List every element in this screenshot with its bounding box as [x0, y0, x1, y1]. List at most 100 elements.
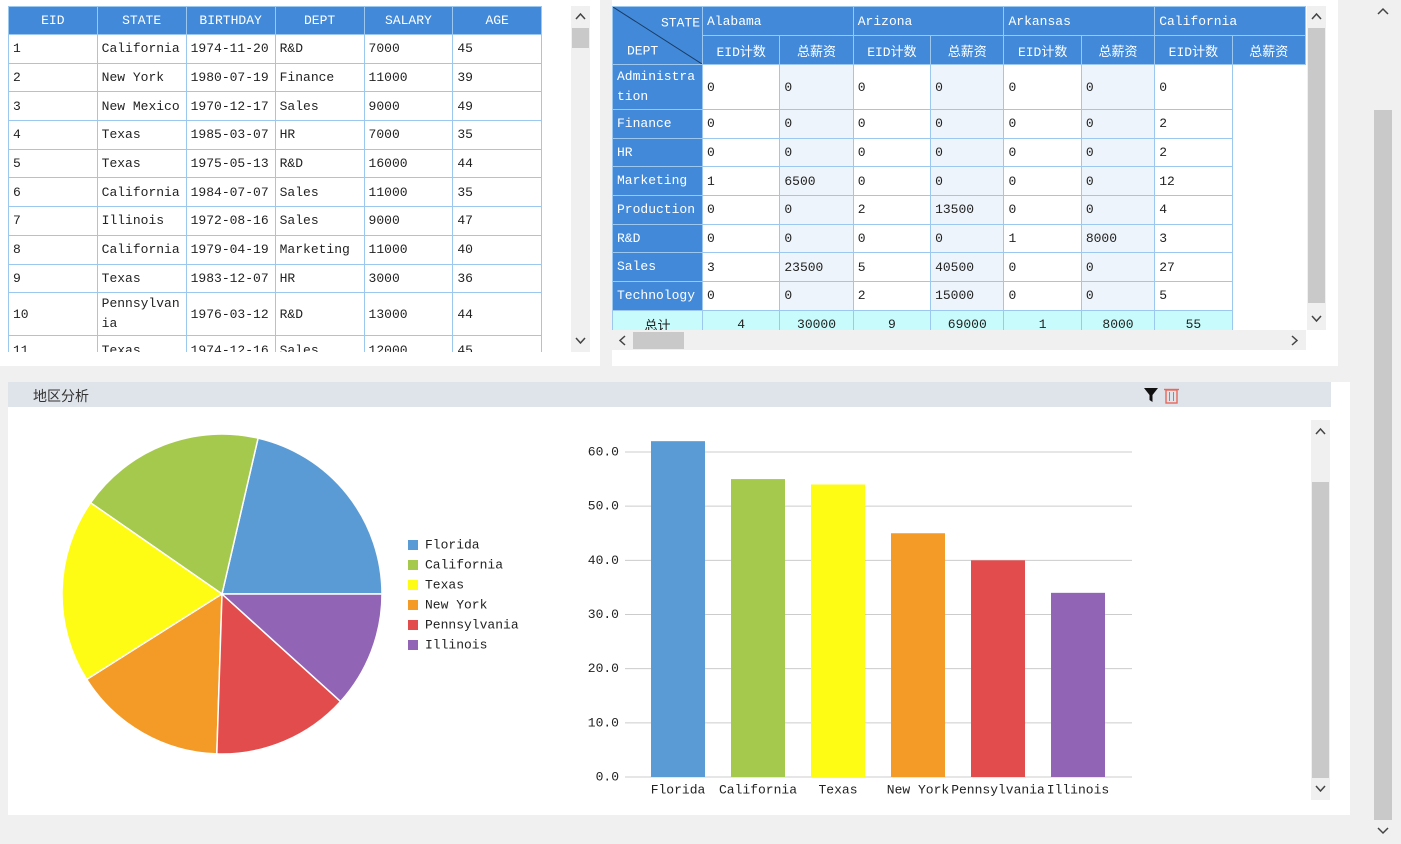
- measure-header: 总薪资: [1080, 35, 1156, 65]
- scrollbar[interactable]: [571, 6, 590, 352]
- scroll-thumb[interactable]: [633, 332, 684, 349]
- cell: 11000: [363, 62, 454, 93]
- cell: 13000: [363, 292, 454, 337]
- cell: 7: [8, 206, 98, 236]
- column-header: SALARY: [363, 6, 454, 35]
- cell: R&D: [274, 292, 365, 337]
- pivot-cell: 3: [1154, 223, 1233, 254]
- table-row: 3 New Mexico 1970-12-17 Sales 9000 49: [8, 91, 542, 122]
- cell: 8: [8, 234, 98, 265]
- corner-top: STATE: [661, 15, 700, 30]
- measure-row: EID计数 总薪资 EID计数 总薪资 EID计数 总薪资 EID计数 总薪资: [613, 35, 1306, 65]
- pivot-cell: 0: [1003, 64, 1082, 110]
- pivot-cell: 0: [930, 137, 1005, 168]
- state-header: Alabama: [702, 6, 854, 36]
- state-row: STATE DEPT Alabama Arizona Arkansas Californi…: [612, 6, 1306, 65]
- pivot-cell: 0: [701, 64, 781, 110]
- cell: 1985-03-07: [185, 120, 276, 150]
- pivot-cell: 5: [852, 252, 932, 283]
- cell: New Mexico: [96, 91, 187, 122]
- cell: 1972-08-16: [185, 206, 276, 236]
- scroll-thumb[interactable]: [1312, 482, 1329, 778]
- column-header: DEPT: [274, 6, 365, 35]
- pivot-cell: 0: [930, 109, 1005, 139]
- cell: 1974-11-20: [185, 34, 276, 64]
- cell: New York: [96, 62, 187, 93]
- cell: Sales: [274, 91, 365, 122]
- cell: 36: [452, 263, 542, 294]
- pivot-cell: 1: [701, 166, 781, 197]
- row-header: HR: [612, 137, 703, 168]
- table-row: 11 Texas 1974-12-16 Sales 12000 45: [8, 335, 542, 352]
- pivot-cell: 13500: [930, 195, 1005, 225]
- total-cell: 9: [852, 309, 932, 330]
- cell: Sales: [274, 206, 365, 236]
- pivot-row: HR 0 0 0 0 0 0 2: [612, 137, 1306, 168]
- cell: 9000: [363, 206, 454, 236]
- state-header: Arizona: [852, 6, 1005, 36]
- pivot-cell: 0: [1154, 64, 1233, 110]
- table-row: 6 California 1984-07-07 Sales 11000 35: [8, 177, 542, 208]
- cell: California: [96, 34, 187, 64]
- measure-header: EID计数: [701, 35, 781, 65]
- cell: 11: [8, 335, 98, 352]
- page-scrollbar[interactable]: [1373, 0, 1393, 844]
- cell: 45: [452, 34, 542, 64]
- pivot-cell: 0: [1003, 109, 1082, 139]
- data-table: EID STATE BIRTHDAY DEPT SALARY AGE 1 California…: [8, 6, 542, 352]
- pivot-cell: 4: [1154, 195, 1233, 225]
- table-row: 5 Texas 1975-05-13 R&D 16000 44: [8, 148, 542, 179]
- panel-title: 地区分析: [33, 389, 89, 405]
- cell: Sales: [274, 177, 365, 208]
- table-row: 8 California 1979-04-19 Marketing 11000 40: [8, 234, 542, 265]
- cell: 1974-12-16: [185, 335, 276, 352]
- h-scrollbar[interactable]: [612, 330, 1306, 350]
- scroll-thumb[interactable]: [572, 28, 589, 48]
- cell: 35: [452, 177, 542, 208]
- pivot-cell: 15000: [930, 281, 1005, 311]
- scrollbar[interactable]: [1311, 420, 1330, 800]
- total-label: 总计: [612, 309, 703, 330]
- column-header: BIRTHDAY: [185, 6, 276, 35]
- pivot-table: STATE DEPT Alabama Arizona Arkansas Californi…: [612, 6, 1306, 330]
- cell: 12000: [363, 335, 454, 352]
- table-row: 2 New York 1980-07-19 Finance 11000 39: [8, 62, 542, 93]
- column-header: EID: [8, 6, 98, 35]
- scroll-thumb[interactable]: [1374, 110, 1392, 820]
- table-row: 7 Illinois 1972-08-16 Sales 9000 47: [8, 206, 542, 236]
- pivot-cell: 0: [930, 166, 1005, 197]
- pivot-cell: 0: [1003, 166, 1082, 197]
- pivot-cell: 0: [1003, 281, 1082, 311]
- measure-header: EID计数: [1154, 35, 1233, 65]
- scroll-thumb[interactable]: [1308, 28, 1325, 303]
- scroll-arrows: [575, 12, 586, 345]
- pivot-cell: 0: [779, 195, 854, 225]
- state-header: California: [1154, 6, 1306, 36]
- cell: 9: [8, 263, 98, 294]
- pivot-row: Finance 0 0 0 0 0 0 2: [612, 109, 1306, 139]
- table-row: 9 Texas 1983-12-07 HR 3000 36: [8, 263, 542, 294]
- cell: 3000: [363, 263, 454, 294]
- header-row: EID STATE BIRTHDAY DEPT SALARY AGE: [8, 6, 542, 35]
- cell: 45: [452, 335, 542, 352]
- pivot-cell: 0: [1003, 195, 1082, 225]
- row-header: Administration: [612, 64, 703, 110]
- cell: 11000: [363, 234, 454, 265]
- pivot-cell: 0: [779, 137, 854, 168]
- cell: 7000: [363, 34, 454, 64]
- pivot-cell: 23500: [779, 252, 854, 283]
- pivot-cell: 1: [1003, 223, 1082, 254]
- cell: R&D: [274, 148, 365, 179]
- cell: 44: [452, 292, 542, 337]
- pivot-cell: 0: [701, 195, 781, 225]
- pivot-cell: 0: [701, 137, 781, 168]
- pivot-cell: 0: [779, 281, 854, 311]
- measure-header: EID计数: [1003, 35, 1082, 65]
- total-cell: 1: [1003, 309, 1082, 330]
- panel-icons[interactable]: [1143, 386, 1183, 404]
- pivot-row: Production 0 0 2 13500 0 0 4: [612, 195, 1306, 225]
- scrollbar[interactable]: [1307, 6, 1326, 330]
- cell: 7000: [363, 120, 454, 150]
- pivot-row: Administration 0 0 0 0 0 0 0: [612, 64, 1306, 110]
